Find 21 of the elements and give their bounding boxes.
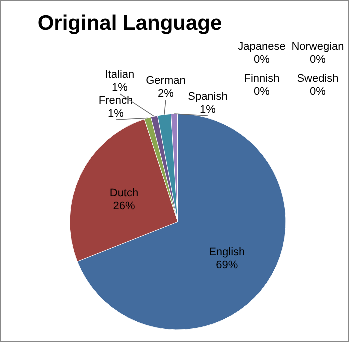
data-label: 26% — [113, 200, 136, 213]
category-label: Finnish — [244, 73, 280, 85]
category-label: Norwegian — [292, 41, 344, 53]
data-label: 2% — [158, 88, 174, 100]
data-label: 1% — [200, 104, 216, 116]
category-label: Japanese — [238, 41, 286, 53]
slice-label: German — [146, 75, 186, 87]
slice-label: French — [98, 95, 134, 107]
slice-label: Italian — [105, 69, 135, 81]
text: 0% — [254, 54, 270, 66]
slice-label: English — [209, 246, 246, 258]
data-label: 69% — [216, 259, 238, 272]
data-label: 1% — [112, 82, 128, 94]
chart-title: Original Language — [38, 12, 222, 35]
text: 0% — [254, 86, 270, 98]
slice-label: Dutch — [110, 188, 139, 200]
text: 0% — [310, 86, 326, 98]
data-label: 1% — [108, 108, 124, 120]
slice-label: Spanish — [188, 91, 228, 103]
category-label: Swedish — [297, 73, 339, 85]
text: 0% — [310, 54, 326, 66]
